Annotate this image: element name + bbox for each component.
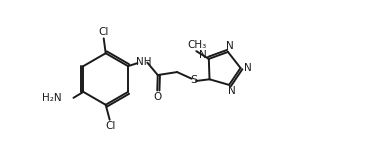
Text: Cl: Cl [99,27,109,37]
Text: O: O [153,92,161,102]
Text: N: N [200,50,207,60]
Text: S: S [190,76,197,85]
Text: NH: NH [136,57,151,67]
Text: CH₃: CH₃ [187,40,206,50]
Text: H₂N: H₂N [42,93,62,103]
Text: N: N [228,85,236,95]
Text: Cl: Cl [105,121,116,131]
Text: N: N [244,63,251,73]
Text: N: N [226,41,234,51]
